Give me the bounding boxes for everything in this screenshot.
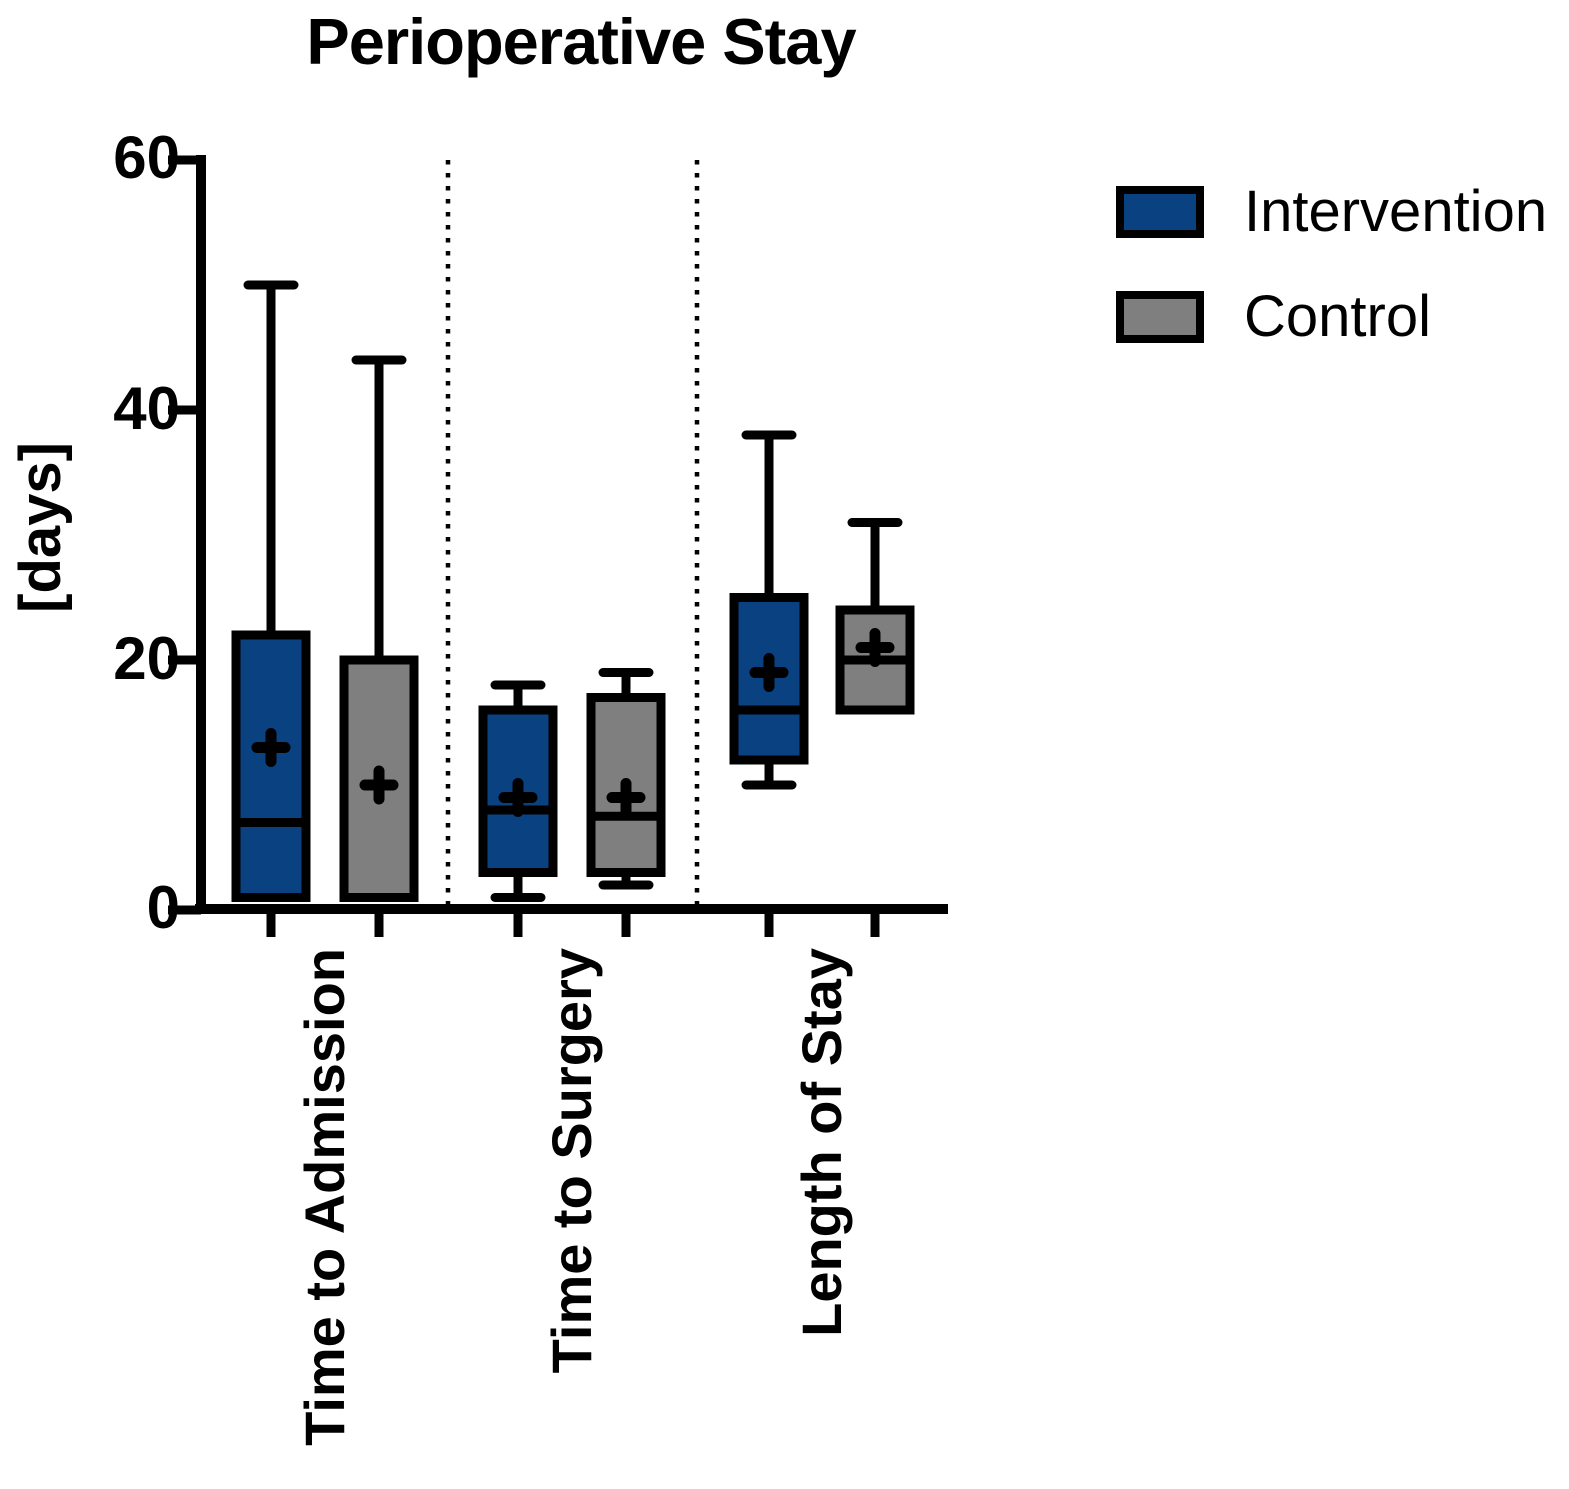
mean-marker-control-time-to-admission <box>359 765 399 805</box>
legend-label-control: Control <box>1244 284 1431 349</box>
chart-title: Perioperative Stay <box>306 5 856 78</box>
mean-marker-intervention-length-of-stay <box>749 653 789 692</box>
legend-swatch-control <box>1116 291 1204 343</box>
category-label-time-to-surgery: Time to Surgery <box>540 948 603 1374</box>
legend-label-intervention: Intervention <box>1244 179 1548 244</box>
y-tick-label-0: 0 <box>146 874 180 941</box>
y-axis-title: [days] <box>8 442 73 613</box>
category-label-length-of-stay: Length of Stay <box>790 948 853 1337</box>
y-tick-label-40: 40 <box>113 375 180 442</box>
y-tick-label-60: 60 <box>113 124 180 191</box>
mean-marker-intervention-time-to-surgery <box>498 778 538 817</box>
mean-marker-control-length-of-stay <box>855 628 895 667</box>
mean-marker-control-time-to-surgery <box>606 778 646 817</box>
legend-swatch-intervention <box>1116 186 1204 238</box>
category-label-time-to-admission: Time to Admission <box>293 948 356 1446</box>
y-tick-label-20: 20 <box>113 625 180 692</box>
mean-marker-intervention-time-to-admission <box>251 728 291 767</box>
